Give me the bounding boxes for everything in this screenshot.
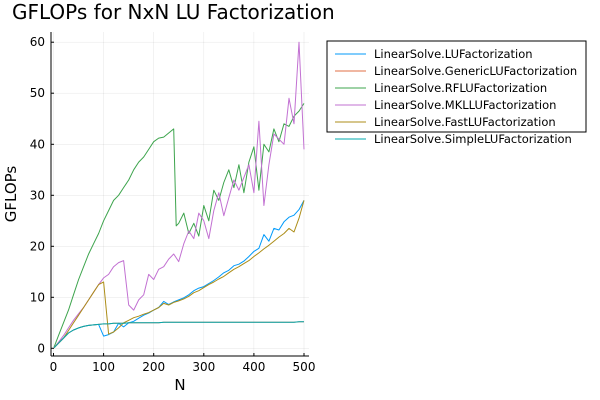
axes: [50, 32, 309, 357]
x-axis-label: N: [174, 376, 185, 394]
y-tick-label: 0: [37, 341, 45, 355]
y-tick-label: 10: [30, 290, 45, 304]
legend: LinearSolve.LUFactorization LinearSolve.G…: [326, 40, 587, 146]
x-tick-label: 200: [142, 360, 165, 374]
ticks: 0 100 200 300 400 500 0 10 20 30 40 50 60: [30, 35, 316, 374]
legend-label: LinearSolve.LUFactorization: [374, 47, 533, 61]
grid: [51, 32, 309, 356]
legend-label: LinearSolve.RFLUFactorization: [374, 81, 547, 95]
y-tick-label: 60: [30, 35, 45, 49]
x-tick-label: 0: [50, 360, 58, 374]
legend-box: [326, 40, 587, 133]
series-line: [53, 200, 305, 349]
y-tick-label: 20: [30, 239, 45, 253]
legend-label: LinearSolve.MKLLUFactorization: [374, 98, 556, 112]
legend-label: LinearSolve.FastLUFactorization: [374, 115, 556, 129]
series-lines: [53, 41, 305, 349]
y-tick-label: 50: [30, 86, 45, 100]
x-tick-label: 100: [92, 360, 115, 374]
x-tick-label: 500: [293, 360, 316, 374]
y-axis-label: GFLOPs: [2, 166, 20, 223]
y-tick-label: 40: [30, 137, 45, 151]
y-tick-label: 30: [30, 188, 45, 202]
chart-title: GFLOPs for NxN LU Factorization: [12, 0, 335, 24]
x-tick-label: 400: [242, 360, 265, 374]
legend-label: LinearSolve.GenericLUFactorization: [374, 64, 577, 78]
legend-label: LinearSolve.SimpleLUFactorization: [374, 132, 572, 146]
series-line: [53, 321, 304, 349]
x-tick-label: 300: [192, 360, 215, 374]
